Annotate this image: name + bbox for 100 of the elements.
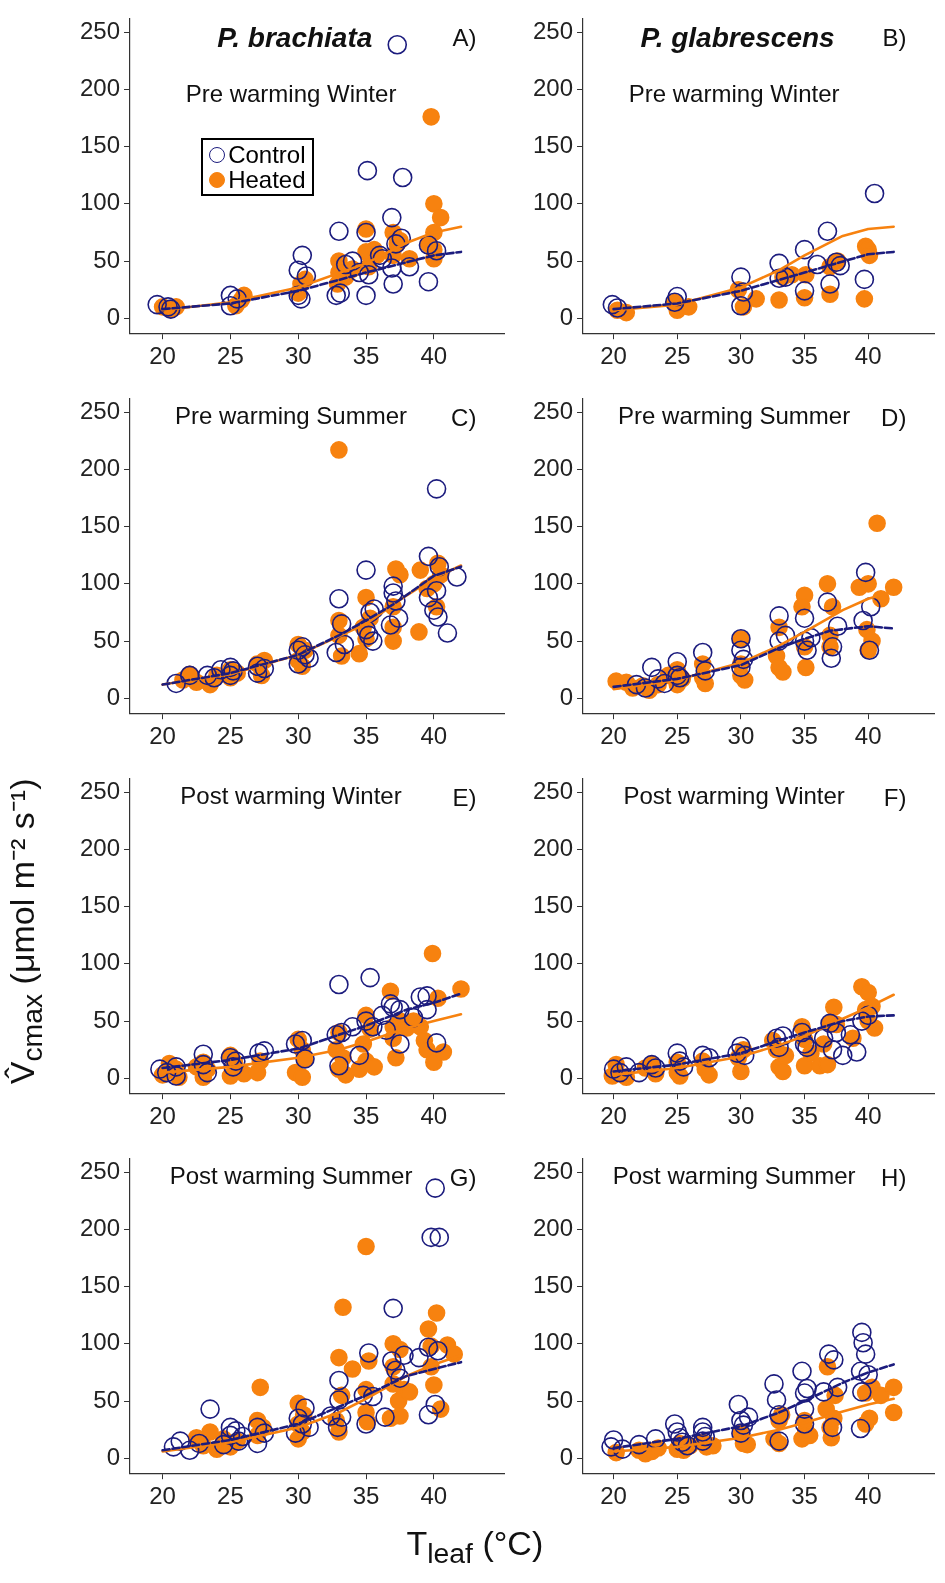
chart-subtitle: Post warming Winter (623, 782, 845, 810)
x-tick-label: 25 (663, 342, 691, 370)
chart-subtitle: Pre warming Summer (618, 402, 851, 430)
y-tick-label: 250 (80, 776, 121, 804)
y-tick-label: 0 (106, 302, 121, 330)
y-tick-label: 200 (533, 1214, 574, 1241)
x-tick-label: 40 (854, 1102, 882, 1130)
x-tick-label: 30 (284, 342, 312, 370)
x-tick-label: 35 (791, 342, 818, 370)
annotation: H) (881, 1164, 907, 1192)
x-tick-label: 40 (420, 1102, 448, 1130)
x-tick-label: 35 (791, 1482, 818, 1510)
y-tick-label: 250 (533, 776, 574, 804)
y-tick-label: 100 (80, 1328, 121, 1356)
x-tick-label: 35 (352, 342, 380, 370)
y-tick-label: 200 (533, 834, 574, 861)
x-tick-label: 25 (663, 1482, 691, 1510)
chart-subtitle: Post warming Winter (180, 782, 402, 810)
x-tick-label: 20 (149, 722, 176, 750)
y-tick-label: 100 (533, 1328, 574, 1356)
chart-subtitle: Post warming Summer (169, 1162, 413, 1190)
x-tick-label: 35 (791, 1102, 818, 1130)
y-tick-label: 100 (533, 568, 574, 596)
x-tick-label: 35 (352, 1482, 380, 1510)
y-tick-label: 250 (80, 396, 121, 424)
annotation: D) (881, 404, 907, 432)
y-tick-label: 150 (80, 891, 121, 919)
y-tick-label: 150 (533, 1271, 574, 1299)
y-tick-label: 150 (533, 131, 574, 159)
y-tick-label: 50 (93, 245, 121, 273)
x-tick-label: 20 (600, 722, 627, 750)
annotation: F) (883, 784, 907, 812)
text: Pre warming Winter (185, 80, 397, 108)
x-tick-label: 25 (663, 1102, 691, 1130)
y-tick-label: 150 (533, 891, 574, 919)
x-tick-label: 25 (663, 722, 691, 750)
annotation: E) (452, 784, 477, 812)
y-tick-label: 50 (93, 1005, 121, 1033)
x-tick-label: 40 (420, 342, 448, 370)
x-tick-label: 30 (284, 722, 312, 750)
y-tick-label: 200 (80, 74, 121, 101)
y-tick-label: 250 (533, 1156, 574, 1184)
y-tick-label: 200 (533, 454, 574, 481)
y-tick-label: 200 (80, 454, 121, 481)
chart-title: P. glabrescens (640, 22, 835, 54)
x-tick-label: 35 (352, 722, 380, 750)
x-tick-label: 30 (727, 342, 755, 370)
x-tick-label: 30 (727, 1482, 755, 1510)
x-axis-title: T$_{leaf}$ (°C) (406, 1524, 544, 1570)
x-tick-label: 35 (352, 1102, 380, 1130)
y-tick-label: 100 (533, 188, 574, 216)
legend-label: Heated (228, 166, 306, 194)
x-tick-label: 30 (284, 1102, 312, 1130)
x-tick-label: 20 (600, 1102, 627, 1130)
annotation: A) (452, 24, 477, 52)
y-tick-label: 150 (80, 1271, 121, 1299)
y-tick-label: 200 (80, 834, 121, 861)
y-tick-label: 0 (559, 682, 574, 710)
y-tick-label: 100 (80, 568, 121, 596)
x-tick-label: 30 (727, 722, 755, 750)
x-tick-label: 20 (149, 1482, 176, 1510)
y-tick-label: 50 (93, 1385, 121, 1413)
x-tick-label: 40 (420, 1482, 448, 1510)
y-tick-label: 200 (80, 1214, 121, 1241)
y-tick-label: 0 (559, 1062, 574, 1090)
y-tick-label: 150 (533, 511, 574, 539)
y-tick-label: 0 (559, 302, 574, 330)
y-tick-label: 250 (533, 396, 574, 424)
x-tick-label: 40 (420, 722, 448, 750)
x-tick-label: 25 (217, 342, 244, 370)
y-tick-label: 150 (80, 511, 121, 539)
x-tick-label: 20 (600, 1482, 627, 1510)
text: Pre warming Winter (628, 80, 840, 108)
y-tick-label: 50 (546, 245, 574, 273)
x-tick-label: 30 (727, 1102, 755, 1130)
x-tick-label: 20 (149, 1102, 176, 1130)
x-tick-label: 25 (217, 1482, 244, 1510)
y-tick-label: 0 (106, 1442, 121, 1470)
y-tick-label: 250 (533, 16, 574, 44)
y-tick-label: 250 (80, 1156, 121, 1184)
y-tick-label: 100 (80, 948, 121, 976)
chart-subtitle: Post warming Summer (612, 1162, 856, 1190)
y-tick-label: 150 (80, 131, 121, 159)
y-tick-label: 200 (533, 74, 574, 101)
x-tick-label: 30 (284, 1482, 312, 1510)
annotation: G) (449, 1164, 477, 1192)
y-tick-label: 0 (106, 1062, 121, 1090)
y-tick-label: 100 (533, 948, 574, 976)
x-tick-label: 25 (217, 722, 244, 750)
y-tick-label: 0 (106, 682, 121, 710)
chart-title: P. brachiata (217, 22, 373, 54)
y-tick-label: 50 (546, 1385, 574, 1413)
x-tick-label: 40 (854, 722, 882, 750)
y-tick-label: 50 (546, 1005, 574, 1033)
x-tick-label: 25 (217, 1102, 244, 1130)
x-tick-label: 40 (854, 1482, 882, 1510)
y-tick-label: 50 (93, 625, 121, 653)
y-tick-label: 250 (80, 16, 121, 44)
x-tick-label: 40 (854, 342, 882, 370)
x-tick-label: 20 (149, 342, 176, 370)
